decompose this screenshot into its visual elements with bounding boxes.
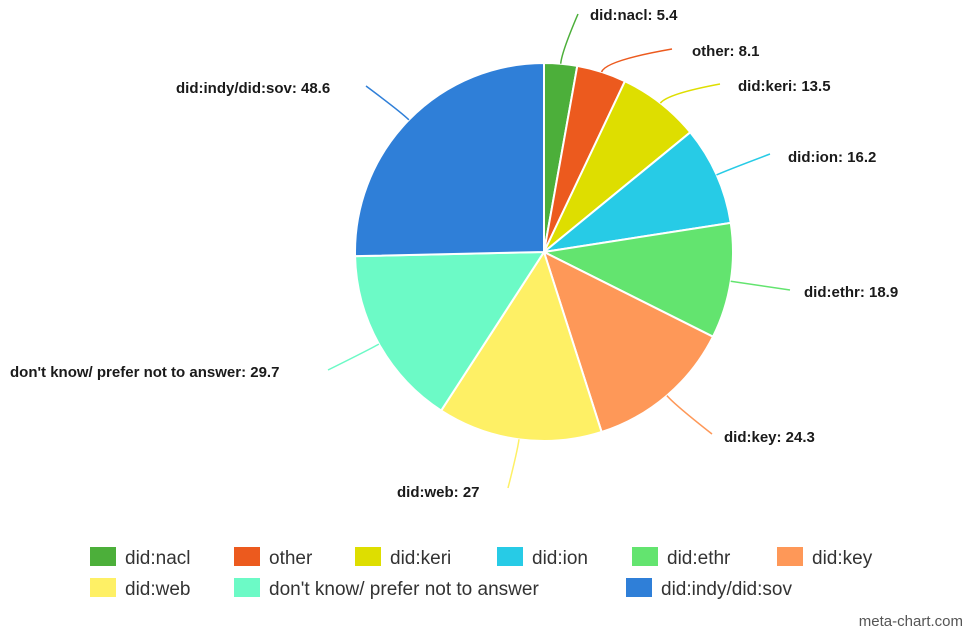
- legend-item: did:ethr: [632, 547, 731, 569]
- legend-label: did:keri: [390, 548, 451, 569]
- legend-swatch: [497, 547, 523, 566]
- legend-label: did:indy/did:sov: [661, 579, 792, 600]
- legend-label: did:key: [812, 548, 873, 569]
- legend: did:nacl other did:keri did:ion did:ethr did:…: [90, 547, 873, 600]
- legend-label: did:nacl: [125, 548, 191, 569]
- legend-item: other: [234, 547, 313, 569]
- legend-item: did:nacl: [90, 547, 191, 569]
- slice-label: did:ethr: 18.9: [804, 284, 898, 301]
- leader-line: [659, 83, 721, 104]
- leader-line: [716, 153, 771, 176]
- pie-slice-did-web: [439, 249, 603, 442]
- legend-item: did:key: [777, 547, 873, 569]
- leader-line: [730, 280, 791, 291]
- pie-slice-did-indy-did-sov: [354, 61, 545, 258]
- slice-label: don't know/ prefer not to answer: 29.7: [10, 364, 279, 381]
- slice-label: did:key: 24.3: [724, 429, 815, 446]
- pie-slices: [354, 61, 734, 442]
- legend-item: did:ion: [497, 547, 588, 569]
- legend-swatch: [234, 578, 260, 597]
- legend-swatch: [90, 547, 116, 566]
- leader-line: [365, 85, 410, 121]
- legend-label: did:web: [125, 579, 191, 600]
- pie-slice-did-key: [542, 250, 715, 434]
- pie-slice-did-ethr: [540, 221, 734, 339]
- legend-label: other: [269, 548, 313, 569]
- leader-lines: [327, 13, 791, 489]
- slice-label: did:keri: 13.5: [738, 78, 831, 95]
- legend-swatch: [355, 547, 381, 566]
- leader-line: [507, 439, 520, 489]
- slice-label: did:indy/did:sov: 48.6: [176, 80, 330, 97]
- slice-label: did:ion: 16.2: [788, 149, 876, 166]
- legend-swatch: [234, 547, 260, 566]
- leader-line: [327, 343, 380, 371]
- slice-labels: did:nacl: 5.4 other: 8.1 did:keri: 13.5 did…: [10, 7, 898, 501]
- slice-label: did:web: 27: [397, 484, 480, 501]
- legend-swatch: [626, 578, 652, 597]
- legend-label: don't know/ prefer not to answer: [269, 579, 539, 600]
- legend-swatch: [632, 547, 658, 566]
- pie-slice-did-ion: [540, 130, 732, 254]
- legend-swatch: [90, 578, 116, 597]
- legend-label: did:ion: [532, 548, 588, 569]
- legend-swatch: [777, 547, 803, 566]
- leader-line: [559, 13, 579, 64]
- credit-text: meta-chart.com: [859, 613, 963, 630]
- legend-item: did:keri: [355, 547, 451, 569]
- legend-label: did:ethr: [667, 548, 731, 569]
- legend-item: did:web: [90, 578, 191, 600]
- legend-item: don't know/ prefer not to answer: [234, 578, 539, 600]
- leader-line: [666, 395, 713, 435]
- leader-line: [600, 48, 673, 73]
- slice-label: other: 8.1: [692, 43, 760, 60]
- pie-slice-don-t-know-prefer-not-to-answer: [354, 250, 546, 412]
- slice-label: did:nacl: 5.4: [590, 7, 678, 24]
- legend-item: did:indy/did:sov: [626, 578, 792, 600]
